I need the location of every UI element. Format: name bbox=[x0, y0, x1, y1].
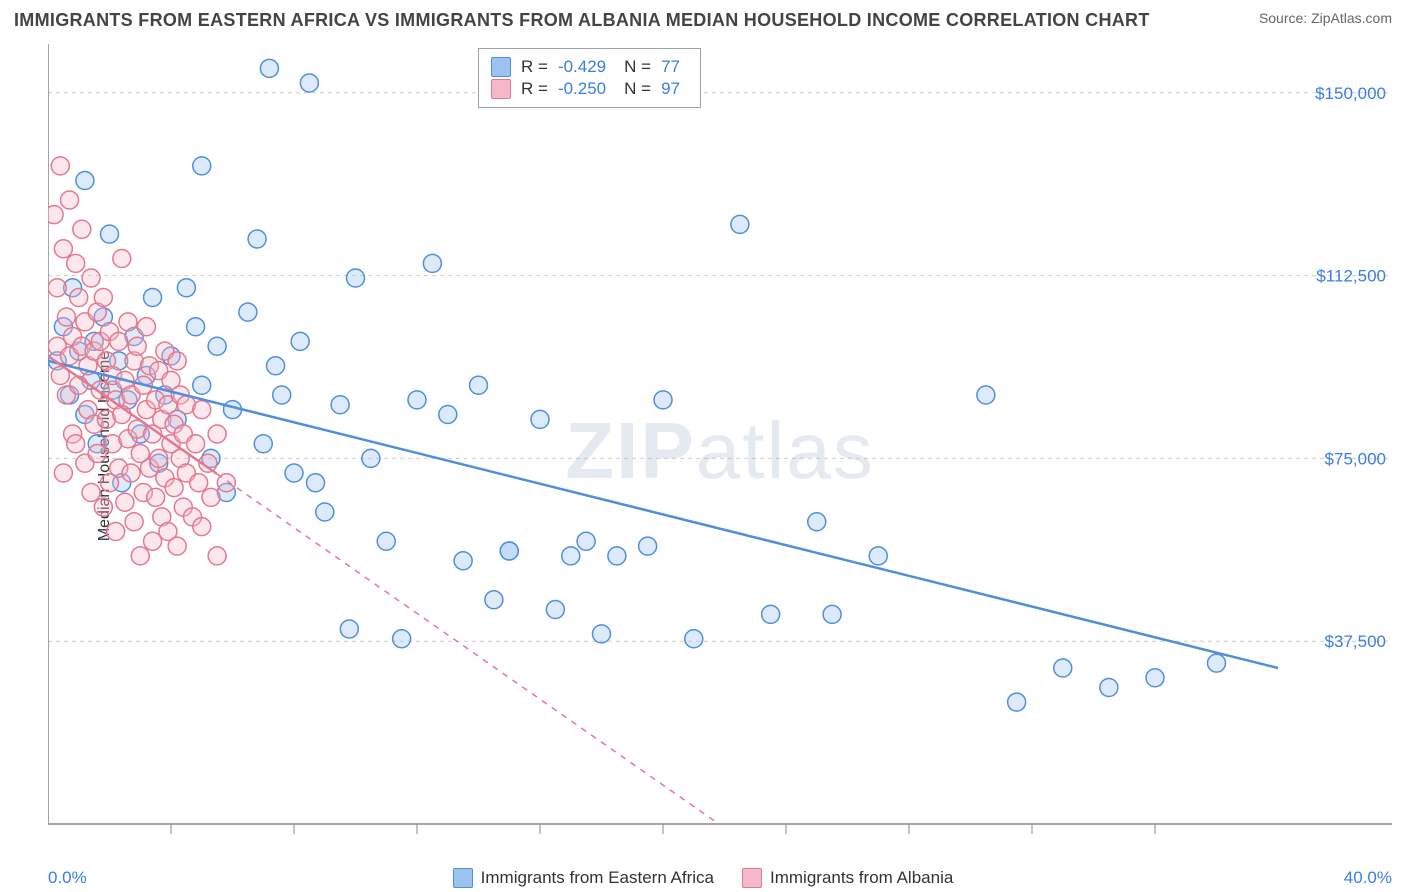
svg-text:$75,000: $75,000 bbox=[1325, 449, 1386, 468]
scatter-plot: $37,500 $75,000 $112,500 $150,000 bbox=[48, 44, 1392, 858]
correlation-legend: R =-0.429N =77R =-0.250N =97 bbox=[478, 48, 701, 108]
legend-row: R =-0.429N =77 bbox=[491, 57, 688, 77]
legend-swatch bbox=[742, 868, 762, 888]
series-legend-item: Immigrants from Eastern Africa bbox=[453, 868, 714, 888]
legend-swatch bbox=[453, 868, 473, 888]
series-legend: Immigrants from Eastern Africa Immigrants… bbox=[0, 868, 1406, 888]
source-citation: Source: ZipAtlas.com bbox=[1259, 10, 1392, 26]
chart-area: ZIPatlas $37,500$75,000$112,500$150,000 … bbox=[48, 44, 1392, 858]
svg-text:$112,500: $112,500 bbox=[1316, 267, 1386, 286]
series-label: Immigrants from Eastern Africa bbox=[481, 868, 714, 888]
series-legend-item: Immigrants from Albania bbox=[742, 868, 953, 888]
legend-swatch bbox=[491, 57, 511, 77]
svg-text:$37,500: $37,500 bbox=[1325, 632, 1386, 651]
legend-row: R =-0.250N =97 bbox=[491, 79, 688, 99]
chart-title: IMMIGRANTS FROM EASTERN AFRICA VS IMMIGR… bbox=[14, 10, 1150, 31]
svg-text:$150,000: $150,000 bbox=[1315, 84, 1386, 103]
legend-swatch bbox=[491, 79, 511, 99]
series-label: Immigrants from Albania bbox=[770, 868, 953, 888]
